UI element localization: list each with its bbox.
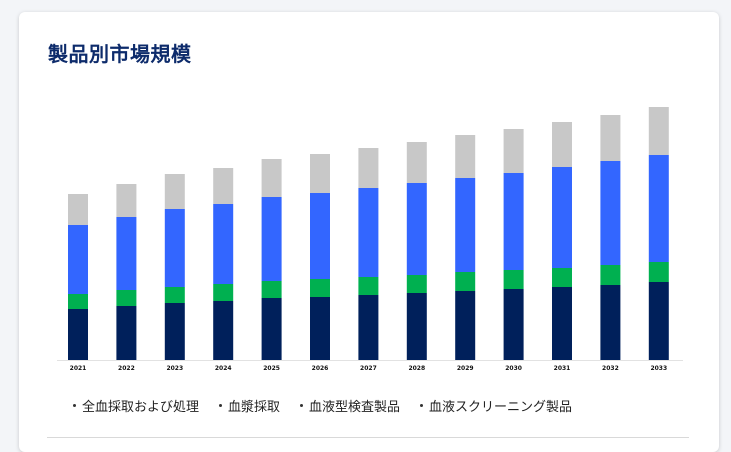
bar-2029-series-2 (455, 178, 476, 272)
x-tick-label-2031: 2031 (554, 365, 571, 372)
x-tick-label-2022: 2022 (118, 365, 135, 372)
bar-2026-series-3 (310, 154, 330, 193)
bar-2027-series-3 (358, 148, 379, 188)
bar-2033-series-3 (648, 107, 669, 155)
legend-item-3: 血液スクリーニング製品 (420, 396, 572, 415)
legend-label: 血液スクリーニング製品 (429, 400, 573, 415)
bar-2024-series-3 (213, 168, 234, 204)
bar-2026-series-2 (310, 193, 330, 279)
bar-2032-series-0 (600, 285, 621, 360)
bar-2026-series-1 (310, 279, 330, 297)
legend-label: 全血採取および処理 (82, 400, 200, 415)
bar-2023-series-2 (164, 209, 185, 287)
x-tick-label-2025: 2025 (263, 365, 280, 372)
bar-2029-series-1 (455, 272, 476, 291)
bar-2028-series-1 (406, 275, 427, 293)
chart-legend: 全血採取および処理 血漿採取 血液型検査製品 血液スクリーニング製品 (73, 396, 592, 415)
legend-bullet-icon (300, 404, 304, 407)
bar-2030-series-2 (503, 173, 524, 270)
chart-card: 製品別市場規模 2021 2022 2023 2024 2025 2026 2027 2028… (19, 12, 719, 452)
bar-2023-series-1 (164, 287, 185, 303)
bar-2031-series-1 (552, 268, 572, 287)
bar-2024-series-0 (213, 301, 234, 360)
bar-2027-series-1 (358, 277, 379, 295)
divider (47, 437, 689, 438)
bar-2021-series-1 (68, 294, 88, 309)
bar-2032-series-3 (600, 115, 621, 161)
bar-2025-series-2 (261, 197, 282, 281)
bar-2025-series-3 (261, 159, 282, 197)
x-tick-label-2028: 2028 (408, 365, 425, 372)
x-tick-label-2033: 2033 (650, 365, 667, 372)
bar-2023-series-3 (164, 174, 185, 209)
bar-2022-series-2 (116, 217, 137, 290)
bar-2027-series-2 (358, 188, 379, 277)
bar-2022-series-1 (116, 290, 137, 306)
legend-bullet-icon (420, 404, 424, 407)
legend-label: 血液型検査製品 (309, 400, 401, 415)
bar-2024-series-1 (213, 284, 234, 301)
legend-item-0: 全血採取および処理 (73, 396, 199, 415)
bar-2030-series-1 (503, 270, 524, 289)
x-tick-label-2024: 2024 (215, 365, 232, 372)
bar-2028-series-0 (406, 293, 427, 360)
x-tick-label-2032: 2032 (602, 365, 619, 372)
legend-bullet-icon (219, 404, 223, 407)
bar-2021-series-2 (68, 225, 88, 294)
x-tick-label-2021: 2021 (70, 365, 87, 372)
legend-label: 血漿採取 (228, 400, 281, 415)
bar-2031-series-2 (552, 167, 572, 268)
bar-2023-series-0 (164, 303, 185, 360)
bar-2032-series-1 (600, 265, 621, 285)
bar-2032-series-2 (600, 161, 621, 265)
bar-2024-series-2 (213, 204, 234, 284)
bar-2029-series-0 (455, 291, 476, 360)
bar-2033-series-1 (648, 262, 669, 282)
bar-2025-series-1 (261, 281, 282, 298)
bar-2033-series-2 (648, 155, 669, 262)
bar-2029-series-3 (455, 135, 476, 178)
x-tick-label-2026: 2026 (312, 365, 329, 372)
bar-2033-series-0 (648, 282, 669, 360)
stacked-bar-chart: 2021 2022 2023 2024 2025 2026 2027 2028 2029 2030… (57, 107, 683, 372)
bar-2027-series-0 (358, 295, 379, 360)
bar-2021-series-0 (68, 309, 88, 360)
bar-2022-series-3 (116, 184, 137, 217)
bar-2031-series-0 (552, 287, 572, 360)
x-tick-label-2030: 2030 (505, 365, 522, 372)
bar-2031-series-3 (552, 122, 572, 167)
x-tick-label-2023: 2023 (166, 365, 183, 372)
bar-2026-series-0 (310, 297, 330, 360)
legend-bullet-icon (73, 404, 76, 407)
bar-2022-series-0 (116, 306, 137, 360)
bar-2030-series-0 (503, 289, 524, 360)
bar-2028-series-2 (406, 183, 427, 275)
chart-title: 製品別市場規模 (48, 42, 192, 66)
bar-2021-series-3 (68, 194, 88, 225)
x-tick-label-2029: 2029 (457, 365, 474, 372)
bar-2030-series-3 (503, 129, 524, 173)
bar-2025-series-0 (261, 298, 282, 360)
x-tick-label-2027: 2027 (360, 365, 377, 372)
legend-item-2: 血液型検査製品 (300, 396, 400, 415)
bar-2028-series-3 (406, 142, 427, 183)
legend-item-1: 血漿採取 (219, 396, 280, 415)
